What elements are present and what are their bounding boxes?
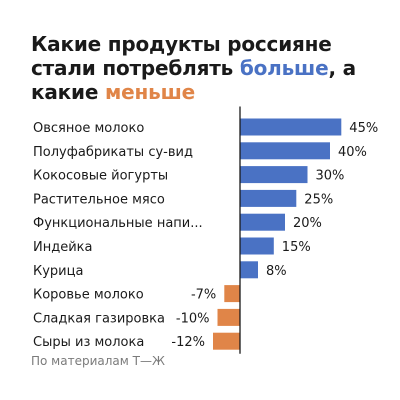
- bar-4: [240, 189, 297, 207]
- category-label: Полуфабрикаты су-вид: [33, 145, 193, 160]
- category-label: Индейка: [33, 240, 92, 255]
- bar-8: [224, 285, 241, 303]
- value-label: 30%: [316, 169, 345, 184]
- bar-9: [217, 308, 240, 326]
- value-label: -10%: [176, 311, 210, 326]
- value-label: 20%: [293, 216, 322, 231]
- value-label: 45%: [349, 121, 378, 136]
- category-label: Курица: [33, 264, 83, 279]
- category-label: Сладкая газировка: [33, 311, 165, 326]
- bar-6: [240, 237, 274, 255]
- chart-title: Какие продукты россияне стали потреблять…: [31, 32, 381, 104]
- bar-3: [240, 166, 308, 184]
- bar-10: [213, 332, 240, 350]
- title-less-word: меньше: [105, 80, 195, 104]
- value-label: -7%: [191, 288, 216, 303]
- category-label: Сыры из молока: [33, 335, 144, 350]
- value-label: 15%: [282, 240, 311, 255]
- title-part1: Какие продукты россияне стали потреблять: [31, 32, 332, 80]
- category-label: Функциональные напи...: [33, 216, 203, 231]
- value-label: 40%: [338, 145, 367, 160]
- category-label: Коровье молоко: [33, 288, 144, 303]
- category-label: Овсяное молоко: [33, 121, 144, 136]
- value-labels: 45% 40% 30% 25% 20% 15% 8% -7% -10% -12%: [171, 121, 378, 350]
- bar-2: [240, 142, 330, 160]
- category-labels: Овсяное молоко Полуфабрикаты су-вид Кокосо…: [33, 121, 203, 350]
- value-label: 25%: [304, 192, 333, 207]
- title-part2: , а какие: [31, 56, 356, 104]
- value-label: -12%: [171, 335, 205, 350]
- category-label: Растительное мясо: [33, 192, 165, 207]
- title-more-word: больше: [239, 56, 329, 80]
- value-label: 8%: [266, 264, 287, 279]
- bars: [213, 118, 342, 350]
- bar-1: [240, 118, 342, 136]
- category-label: Кокосовые йогурты: [33, 169, 168, 184]
- source-note: По материалам Т—Ж: [31, 354, 165, 368]
- bar-5: [240, 213, 285, 231]
- bar-7: [240, 261, 258, 279]
